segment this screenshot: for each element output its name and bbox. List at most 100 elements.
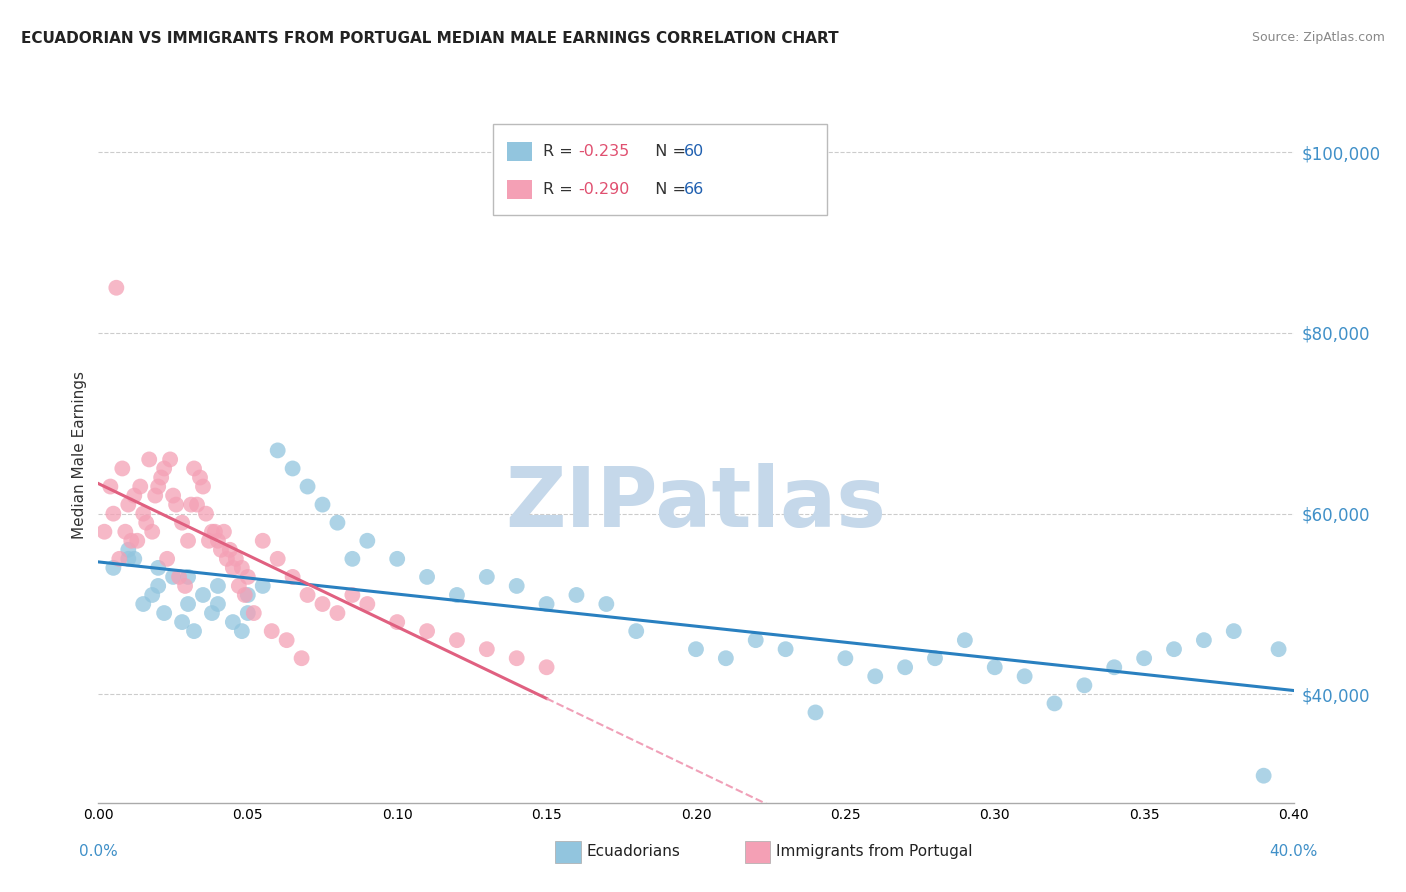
Point [188, 470, 211, 484]
Point [297, 479, 319, 493]
Point [804, 706, 827, 720]
Point [236, 570, 259, 584]
Point [326, 606, 349, 620]
Point [117, 542, 139, 557]
Point [201, 606, 224, 620]
Point [141, 588, 163, 602]
Point [124, 489, 146, 503]
Y-axis label: Median Male Earnings: Median Male Earnings [72, 371, 87, 539]
Point [1223, 624, 1246, 639]
Point [1104, 660, 1126, 674]
Point [222, 615, 245, 629]
Point [103, 507, 125, 521]
Point [132, 597, 155, 611]
Point [148, 579, 170, 593]
Point [1267, 642, 1289, 657]
Point [212, 524, 235, 539]
Point [111, 461, 134, 475]
Point [714, 651, 737, 665]
Text: ZIPatlas: ZIPatlas [506, 463, 886, 544]
Text: -0.235: -0.235 [579, 145, 630, 159]
Point [252, 533, 274, 548]
Point [180, 498, 202, 512]
Point [108, 551, 131, 566]
Point [219, 542, 242, 557]
Point [201, 524, 224, 539]
Point [143, 489, 166, 503]
Point [172, 615, 194, 629]
Point [236, 588, 259, 602]
Point [159, 452, 181, 467]
Point [276, 633, 298, 648]
Point [326, 516, 349, 530]
Point [195, 507, 218, 521]
Point [243, 606, 266, 620]
Point [225, 551, 247, 566]
Point [215, 551, 238, 566]
Point [165, 498, 187, 512]
Point [177, 597, 200, 611]
Point [775, 642, 797, 657]
Point [475, 642, 498, 657]
Point [105, 281, 128, 295]
Point [506, 579, 529, 593]
Point [148, 479, 170, 493]
Text: R =: R = [544, 182, 578, 197]
Point [153, 606, 176, 620]
Text: N =: N = [645, 182, 690, 197]
Point [297, 588, 319, 602]
Text: -0.290: -0.290 [579, 182, 630, 197]
Point [342, 551, 364, 566]
Point [98, 479, 122, 493]
Point [260, 624, 283, 639]
Point [236, 606, 259, 620]
Point [865, 669, 887, 683]
Point [124, 551, 146, 566]
Text: 66: 66 [685, 182, 704, 197]
Point [183, 461, 205, 475]
Point [252, 579, 274, 593]
Point [595, 597, 617, 611]
Point [1043, 697, 1066, 711]
Point [834, 651, 856, 665]
Text: R =: R = [544, 145, 578, 159]
Point [183, 624, 205, 639]
Point [626, 624, 648, 639]
Point [174, 579, 197, 593]
Point [207, 533, 229, 548]
Point [186, 498, 208, 512]
Text: Immigrants from Portugal: Immigrants from Portugal [776, 845, 973, 859]
Point [162, 489, 184, 503]
Point [1192, 633, 1215, 648]
Point [135, 516, 157, 530]
Point [356, 533, 378, 548]
Point [204, 524, 226, 539]
Point [1073, 678, 1095, 692]
Point [953, 633, 976, 648]
Point [1253, 769, 1275, 783]
Text: ECUADORIAN VS IMMIGRANTS FROM PORTUGAL MEDIAN MALE EARNINGS CORRELATION CHART: ECUADORIAN VS IMMIGRANTS FROM PORTUGAL M… [21, 31, 839, 46]
Point [207, 579, 229, 593]
Point [311, 498, 333, 512]
Point [233, 588, 256, 602]
Point [745, 633, 768, 648]
Point [103, 561, 125, 575]
Point [148, 561, 170, 575]
Point [191, 588, 214, 602]
Point [114, 524, 136, 539]
Point [311, 597, 333, 611]
Point [222, 561, 245, 575]
Point [281, 461, 304, 475]
Text: Ecuadorians: Ecuadorians [586, 845, 681, 859]
Point [141, 524, 163, 539]
Point [291, 651, 314, 665]
Point [231, 624, 253, 639]
Text: N =: N = [645, 145, 690, 159]
Point [536, 660, 558, 674]
Point [1163, 642, 1185, 657]
Point [685, 642, 707, 657]
Point [117, 498, 139, 512]
Point [150, 470, 173, 484]
Point [894, 660, 917, 674]
Point [167, 570, 190, 584]
